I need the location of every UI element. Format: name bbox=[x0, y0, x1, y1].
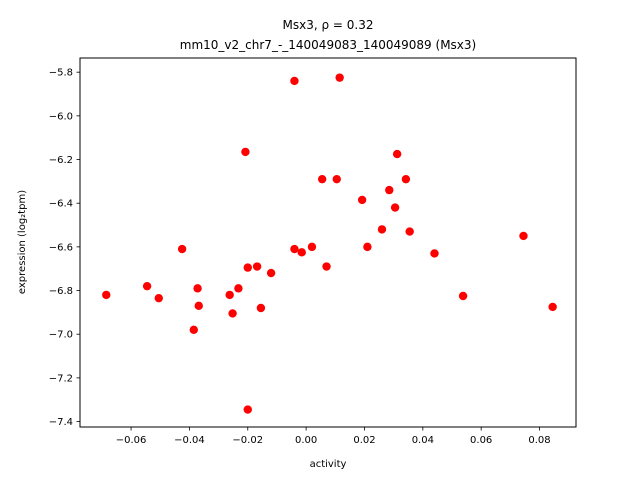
x-tick-label: −0.04 bbox=[174, 435, 205, 446]
x-tick-label: 0.08 bbox=[528, 435, 550, 446]
y-axis-label: expression (log₂tpm) bbox=[17, 190, 28, 294]
y-tick-label: −7.2 bbox=[49, 373, 73, 384]
data-point bbox=[142, 281, 152, 291]
y-tick-label: −6.6 bbox=[49, 242, 73, 253]
data-point bbox=[256, 303, 266, 313]
x-tick-label: 0.00 bbox=[295, 435, 317, 446]
data-point bbox=[385, 185, 394, 195]
data-point bbox=[317, 174, 327, 184]
data-point bbox=[234, 284, 243, 293]
data-point bbox=[377, 225, 387, 234]
y-tick-label: −6.0 bbox=[49, 111, 73, 122]
y-tick-label: −5.8 bbox=[49, 68, 73, 79]
x-axis-label: activity bbox=[310, 459, 347, 470]
data-points bbox=[102, 73, 557, 414]
data-point bbox=[307, 242, 317, 252]
data-point bbox=[194, 301, 203, 311]
data-point bbox=[177, 244, 187, 254]
data-point bbox=[243, 405, 252, 414]
x-tick-label: −0.02 bbox=[232, 435, 263, 446]
chart-title-line2: mm10_v2_chr7_-_140049083_140049089 (Msx3… bbox=[180, 38, 476, 52]
data-point bbox=[548, 302, 557, 312]
x-tick-label: −0.06 bbox=[116, 435, 147, 446]
data-point bbox=[357, 195, 367, 205]
data-point bbox=[392, 149, 402, 159]
x-tick-label: 0.06 bbox=[470, 435, 492, 446]
data-point bbox=[363, 242, 372, 252]
data-point bbox=[243, 263, 252, 272]
data-point bbox=[225, 290, 234, 300]
data-point bbox=[189, 325, 198, 335]
x-tick-label: 0.04 bbox=[412, 435, 434, 446]
data-point bbox=[390, 203, 400, 212]
data-point bbox=[322, 262, 331, 271]
data-point bbox=[252, 262, 262, 271]
x-tick-label: 0.02 bbox=[353, 435, 375, 446]
axis-ticks: −0.06 −0.04 −0.02 0.00 0.02 0.04 0.06 0.08 −7.4 −… bbox=[49, 68, 551, 446]
data-point bbox=[405, 227, 414, 236]
plot-frame bbox=[79, 57, 577, 428]
data-point bbox=[332, 174, 341, 184]
data-point bbox=[290, 76, 299, 86]
data-point bbox=[335, 73, 344, 82]
data-point bbox=[154, 293, 163, 303]
chart-title-line1: Msx3, ρ = 0.32 bbox=[283, 18, 374, 32]
data-point bbox=[193, 284, 202, 293]
data-point bbox=[241, 147, 250, 157]
data-point bbox=[102, 290, 111, 300]
data-point bbox=[458, 291, 468, 301]
y-tick-label: −6.4 bbox=[49, 199, 73, 210]
y-tick-label: −6.2 bbox=[49, 155, 73, 166]
data-point bbox=[430, 249, 439, 258]
data-point bbox=[290, 244, 299, 254]
data-point bbox=[266, 268, 276, 278]
data-point bbox=[401, 174, 411, 184]
data-point bbox=[228, 309, 237, 318]
data-point bbox=[297, 248, 306, 257]
data-point bbox=[519, 231, 528, 241]
y-tick-label: −7.4 bbox=[49, 417, 73, 428]
y-tick-label: −7.0 bbox=[49, 330, 73, 341]
y-tick-label: −6.8 bbox=[49, 286, 73, 297]
